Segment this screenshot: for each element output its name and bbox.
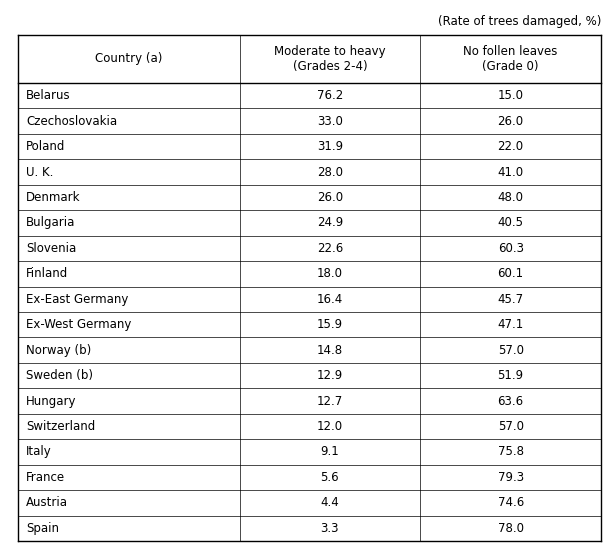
Text: 9.1: 9.1 [321, 445, 339, 458]
Text: (Rate of trees damaged, %): (Rate of trees damaged, %) [438, 15, 601, 28]
Text: 18.0: 18.0 [317, 267, 343, 281]
Text: U. K.: U. K. [26, 166, 53, 178]
Text: Moderate to heavy
(Grades 2-4): Moderate to heavy (Grades 2-4) [274, 45, 386, 73]
Text: 76.2: 76.2 [317, 89, 343, 102]
Text: Spain: Spain [26, 522, 59, 535]
Text: Switzerland: Switzerland [26, 420, 95, 433]
Text: Bulgaria: Bulgaria [26, 216, 75, 229]
Text: 15.0: 15.0 [498, 89, 524, 102]
Text: 28.0: 28.0 [317, 166, 343, 178]
Text: 57.0: 57.0 [498, 420, 524, 433]
Text: 22.0: 22.0 [498, 140, 524, 153]
Text: 12.0: 12.0 [317, 420, 343, 433]
Text: Ex-East Germany: Ex-East Germany [26, 293, 128, 306]
Text: Ex-West Germany: Ex-West Germany [26, 318, 131, 331]
Text: 75.8: 75.8 [498, 445, 524, 458]
Text: 51.9: 51.9 [498, 369, 524, 382]
Text: Czechoslovakia: Czechoslovakia [26, 115, 117, 128]
Text: 33.0: 33.0 [317, 115, 343, 128]
Text: 3.3: 3.3 [321, 522, 339, 535]
Text: 4.4: 4.4 [321, 496, 339, 509]
Text: 78.0: 78.0 [498, 522, 524, 535]
Text: Finland: Finland [26, 267, 68, 281]
Text: 74.6: 74.6 [498, 496, 524, 509]
Text: Sweden (b): Sweden (b) [26, 369, 93, 382]
Text: 14.8: 14.8 [317, 344, 343, 357]
Text: 31.9: 31.9 [317, 140, 343, 153]
Text: 57.0: 57.0 [498, 344, 524, 357]
Text: Austria: Austria [26, 496, 68, 509]
Text: 47.1: 47.1 [498, 318, 524, 331]
Text: 60.3: 60.3 [498, 242, 524, 255]
Text: 63.6: 63.6 [498, 395, 524, 407]
Text: 5.6: 5.6 [321, 471, 339, 484]
Text: No follen leaves
(Grade 0): No follen leaves (Grade 0) [463, 45, 558, 73]
Text: France: France [26, 471, 65, 484]
Text: 26.0: 26.0 [498, 115, 524, 128]
Text: 60.1: 60.1 [498, 267, 524, 281]
Text: 48.0: 48.0 [498, 191, 524, 204]
Text: 22.6: 22.6 [317, 242, 343, 255]
Text: Country (a): Country (a) [95, 53, 162, 65]
Text: Denmark: Denmark [26, 191, 80, 204]
Text: 16.4: 16.4 [317, 293, 343, 306]
Text: Belarus: Belarus [26, 89, 70, 102]
Text: Poland: Poland [26, 140, 66, 153]
Text: 40.5: 40.5 [498, 216, 524, 229]
Text: 12.7: 12.7 [317, 395, 343, 407]
Text: 41.0: 41.0 [498, 166, 524, 178]
Text: 45.7: 45.7 [498, 293, 524, 306]
Text: 15.9: 15.9 [317, 318, 343, 331]
Text: 79.3: 79.3 [498, 471, 524, 484]
Text: Slovenia: Slovenia [26, 242, 76, 255]
Text: Hungary: Hungary [26, 395, 77, 407]
Text: Norway (b): Norway (b) [26, 344, 91, 357]
Text: 12.9: 12.9 [317, 369, 343, 382]
Text: Italy: Italy [26, 445, 51, 458]
Text: 24.9: 24.9 [317, 216, 343, 229]
Text: 26.0: 26.0 [317, 191, 343, 204]
